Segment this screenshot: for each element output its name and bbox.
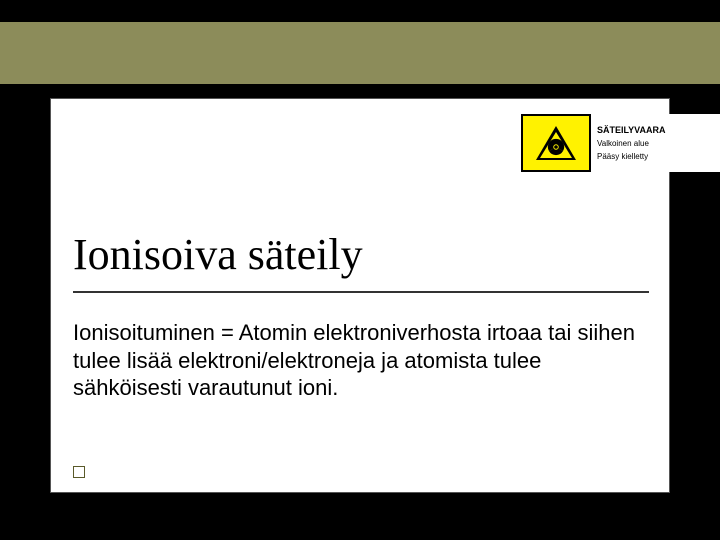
radiation-trefoil-icon xyxy=(521,114,591,172)
trefoil-icon xyxy=(547,138,565,156)
slide-body-text: Ionisoituminen = Atomin elektroniverhost… xyxy=(73,319,649,402)
olive-header-band xyxy=(0,22,720,84)
radiation-warning-sign: SÄTEILYVAARA Valkoinen alue Pääsy kielle… xyxy=(521,114,720,172)
warning-header: SÄTEILYVAARA xyxy=(597,125,715,135)
warning-line1: Valkoinen alue xyxy=(597,139,715,148)
warning-sign-text: SÄTEILYVAARA Valkoinen alue Pääsy kielle… xyxy=(591,114,720,172)
warning-line2: Pääsy kielletty xyxy=(597,152,715,161)
content-panel: SÄTEILYVAARA Valkoinen alue Pääsy kielle… xyxy=(50,98,670,493)
title-underline xyxy=(73,291,649,293)
slide: SÄTEILYVAARA Valkoinen alue Pääsy kielle… xyxy=(0,0,720,540)
corner-decoration-icon xyxy=(73,466,85,478)
slide-title: Ionisoiva säteily xyxy=(73,229,363,280)
